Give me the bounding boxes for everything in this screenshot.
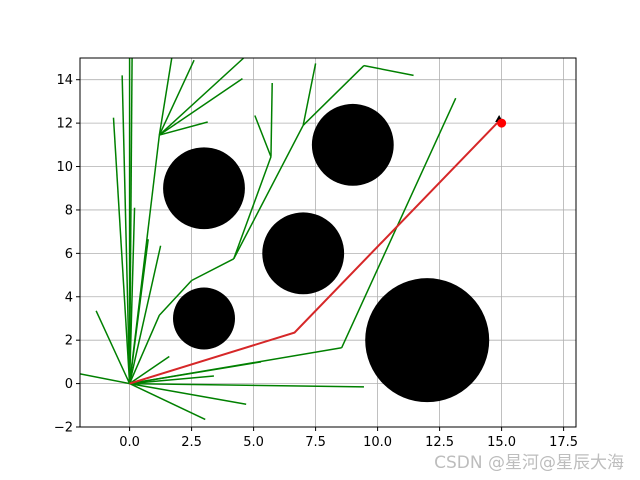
tree-edge xyxy=(233,156,272,260)
tree-edge xyxy=(128,314,161,384)
tree-edge xyxy=(254,115,272,158)
tree-edge xyxy=(121,75,131,384)
x-tick-label: 2.5 xyxy=(181,435,202,450)
obstacle-circle xyxy=(163,147,245,230)
tree-edge xyxy=(158,58,245,136)
tree-edge xyxy=(129,347,342,385)
x-tick-label: 5.0 xyxy=(243,435,264,450)
tree-edge xyxy=(129,375,214,385)
y-tick-label: 2 xyxy=(65,334,73,349)
tree-edge xyxy=(158,58,173,136)
axis-ticks: 0.0 2.5 5.0 7.5 10.0 12.5 15.0 17.5 −2 0 2 4 6 8 10 12 1… xyxy=(54,73,578,450)
obstacle-circle xyxy=(262,212,345,295)
obstacle-circle xyxy=(365,278,490,403)
tree-edge xyxy=(158,59,195,136)
tree-edge xyxy=(128,134,161,384)
tree-edge xyxy=(158,279,193,316)
tree-edge xyxy=(233,124,304,260)
tree-edge xyxy=(191,258,235,282)
tree-edge xyxy=(363,64,414,77)
obstacle-circle xyxy=(311,103,394,186)
obstacles xyxy=(163,103,490,403)
x-tick-label: 7.5 xyxy=(305,435,326,450)
y-tick-label: 8 xyxy=(65,203,73,218)
y-tick-label: 6 xyxy=(65,247,73,262)
tree-edge xyxy=(129,382,206,421)
axes-frame xyxy=(79,57,577,428)
tree-edge xyxy=(302,65,365,126)
endpoint-markers xyxy=(495,114,507,128)
y-tick-label: 10 xyxy=(56,160,73,175)
tree-edge xyxy=(340,97,457,349)
tree-edge xyxy=(129,382,364,388)
goal-marker xyxy=(497,118,507,128)
y-tick-label: 4 xyxy=(65,290,73,305)
y-tick-label: 14 xyxy=(56,73,73,88)
x-tick-label: 12.5 xyxy=(425,435,454,450)
tree-edge xyxy=(95,310,131,384)
tree-edges xyxy=(80,58,457,421)
tree-edge xyxy=(270,82,273,157)
tree-edge xyxy=(128,207,136,384)
x-tick-label: 15.0 xyxy=(487,435,516,450)
tree-edge xyxy=(128,58,133,384)
x-tick-label: 0.0 xyxy=(119,435,140,450)
tree-edge xyxy=(158,78,243,136)
tree-edge xyxy=(129,382,247,405)
y-tick-label: 12 xyxy=(56,117,73,132)
tree-edge xyxy=(80,373,130,385)
tree-edge xyxy=(159,121,208,136)
y-tick-label: 0 xyxy=(65,377,73,392)
watermark: CSDN @星河@星辰大海 xyxy=(434,453,624,473)
x-tick-label: 10.0 xyxy=(363,435,392,450)
x-tick-label: 17.5 xyxy=(549,435,578,450)
tree-edge xyxy=(129,355,170,385)
tree-edge xyxy=(302,63,317,126)
tree-edge xyxy=(112,117,131,384)
y-tick-label: −2 xyxy=(54,421,73,436)
tree-edge xyxy=(128,245,162,384)
obstacle-circle xyxy=(173,287,235,350)
